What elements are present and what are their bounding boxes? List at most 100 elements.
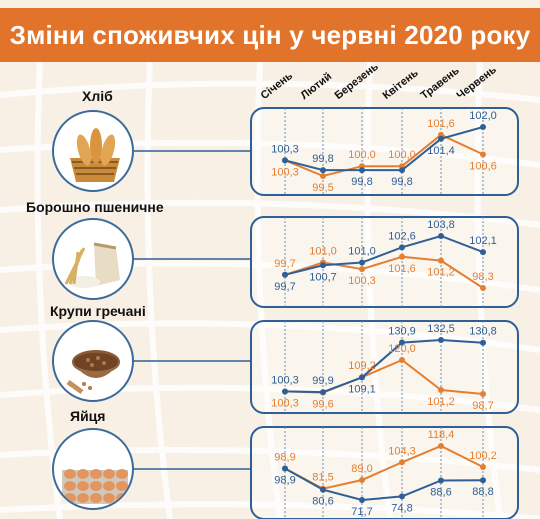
data-label-flour-1-5: 98,3 <box>472 271 493 283</box>
data-label-flour-1-3: 101,6 <box>388 263 416 275</box>
buckwheat-bowl-icon <box>52 320 134 402</box>
point-bread-1-5 <box>480 151 486 158</box>
point-bread-0-3 <box>399 167 405 174</box>
point-flour-1-4 <box>438 257 444 264</box>
data-label-eggs-0-1: 80,6 <box>312 496 333 508</box>
data-label-buckwheat-0-0: 100,3 <box>271 374 299 386</box>
data-label-flour-1-2: 100,3 <box>348 275 376 287</box>
point-eggs-0-2 <box>359 497 365 503</box>
data-label-buckwheat-1-2: 109,2 <box>348 360 376 372</box>
data-label-buckwheat-1-5: 98,7 <box>472 400 493 412</box>
data-label-buckwheat-1-1: 99,6 <box>312 399 333 411</box>
point-eggs-1-2 <box>359 476 365 483</box>
series-line-flour-1 <box>284 255 484 289</box>
point-bread-0-2 <box>359 167 365 174</box>
series-line-bread-0 <box>284 126 484 172</box>
point-bread-0-0 <box>282 157 288 164</box>
page-title: Зміни споживчих цін у червні 2020 року <box>9 20 531 50</box>
data-label-bread-1-0: 100,3 <box>271 166 299 178</box>
data-label-buckwheat-1-3: 120,0 <box>388 343 416 355</box>
data-label-buckwheat-1-0: 100,3 <box>271 397 299 409</box>
series-line-buckwheat-0 <box>284 338 484 394</box>
data-label-eggs-0-3: 74,8 <box>391 502 412 514</box>
point-buckwheat-0-0 <box>282 388 288 395</box>
point-eggs-1-3 <box>399 459 405 466</box>
series-line-eggs-0 <box>284 467 484 502</box>
data-label-bread-1-3: 100,0 <box>388 149 416 161</box>
data-label-flour-1-4: 101,2 <box>427 267 455 279</box>
point-flour-0-5 <box>480 249 486 256</box>
category-label-bread: Хліб <box>82 88 113 104</box>
data-label-bread-1-4: 101,6 <box>427 118 455 130</box>
data-label-buckwheat-0-3: 130,9 <box>388 326 416 338</box>
category-label-eggs: Яйця <box>70 408 106 424</box>
data-label-bread-0-4: 101,4 <box>427 145 455 157</box>
point-bread-0-5 <box>480 124 486 130</box>
data-label-eggs-1-0: 98,9 <box>274 452 295 464</box>
point-flour-0-4 <box>438 233 444 239</box>
point-buckwheat-0-3 <box>399 339 405 346</box>
data-label-flour-0-5: 102,1 <box>469 235 497 247</box>
data-label-bread-1-2: 100,0 <box>348 149 376 161</box>
data-label-buckwheat-0-5: 130,8 <box>469 326 497 338</box>
data-label-bread-1-5: 100,6 <box>469 160 497 172</box>
flour-bag-icon <box>52 218 134 300</box>
data-label-eggs-0-5: 88,8 <box>472 486 493 498</box>
point-flour-0-2 <box>359 259 365 266</box>
data-label-flour-0-1: 100,7 <box>309 271 337 283</box>
point-flour-0-3 <box>399 244 405 251</box>
data-label-eggs-1-3: 104,3 <box>388 445 416 457</box>
data-label-bread-0-1: 99,8 <box>312 153 333 165</box>
data-label-flour-1-0: 99,7 <box>274 258 295 270</box>
point-buckwheat-0-4 <box>438 337 444 343</box>
point-eggs-0-5 <box>480 477 486 484</box>
data-label-buckwheat-0-2: 109,1 <box>348 383 376 395</box>
series-line-bread-1 <box>284 133 484 178</box>
data-label-eggs-1-1: 81,5 <box>312 472 333 484</box>
data-label-flour-0-4: 103,8 <box>427 219 455 231</box>
chart-panel-eggs <box>250 426 519 519</box>
data-label-bread-0-2: 99,8 <box>351 176 372 188</box>
point-buckwheat-0-5 <box>480 339 486 346</box>
data-label-flour-1-1: 101,0 <box>309 245 337 257</box>
point-flour-1-5 <box>480 285 486 291</box>
data-label-eggs-1-2: 89,0 <box>351 463 372 475</box>
data-label-eggs-0-2: 71,7 <box>351 506 372 518</box>
point-eggs-0-0 <box>282 465 288 472</box>
data-label-eggs-0-4: 88,6 <box>430 486 451 498</box>
point-bread-1-1 <box>320 173 326 179</box>
point-flour-1-3 <box>399 253 405 260</box>
point-flour-0-0 <box>282 271 288 278</box>
data-label-buckwheat-0-1: 99,9 <box>312 375 333 387</box>
point-buckwheat-0-1 <box>320 389 326 396</box>
point-flour-0-1 <box>320 262 326 269</box>
point-eggs-0-4 <box>438 477 444 484</box>
data-label-bread-0-3: 99,8 <box>391 176 412 188</box>
point-buckwheat-1-3 <box>399 356 405 363</box>
point-bread-0-4 <box>438 135 444 142</box>
point-eggs-0-1 <box>320 486 326 493</box>
egg-tray-icon <box>52 428 134 510</box>
data-label-bread-0-5: 102,0 <box>469 110 497 122</box>
point-flour-1-2 <box>359 266 365 273</box>
bread-basket-icon <box>52 110 134 192</box>
point-bread-0-1 <box>320 167 326 174</box>
data-label-eggs-0-0: 98,9 <box>274 475 295 487</box>
data-label-flour-0-0: 99,7 <box>274 281 295 293</box>
point-eggs-0-3 <box>399 493 405 500</box>
data-label-buckwheat-1-4: 101,2 <box>427 396 455 408</box>
point-buckwheat-0-2 <box>359 374 365 381</box>
data-label-buckwheat-0-4: 132,5 <box>427 323 455 335</box>
point-buckwheat-1-4 <box>438 387 444 394</box>
data-label-eggs-1-4: 118,4 <box>428 429 455 441</box>
title-banner: Зміни споживчих цін у червні 2020 року <box>0 8 540 62</box>
data-label-eggs-1-5: 100,2 <box>469 450 497 462</box>
point-eggs-1-5 <box>480 464 486 471</box>
category-label-buckwheat: Крупи гречані <box>50 303 146 319</box>
series-line-flour-0 <box>284 234 484 276</box>
data-label-flour-0-3: 102,6 <box>388 230 416 242</box>
data-label-flour-0-2: 101,0 <box>348 245 376 257</box>
category-label-flour: Борошно пшеничне <box>26 199 164 215</box>
data-label-bread-0-0: 100,3 <box>271 143 299 155</box>
